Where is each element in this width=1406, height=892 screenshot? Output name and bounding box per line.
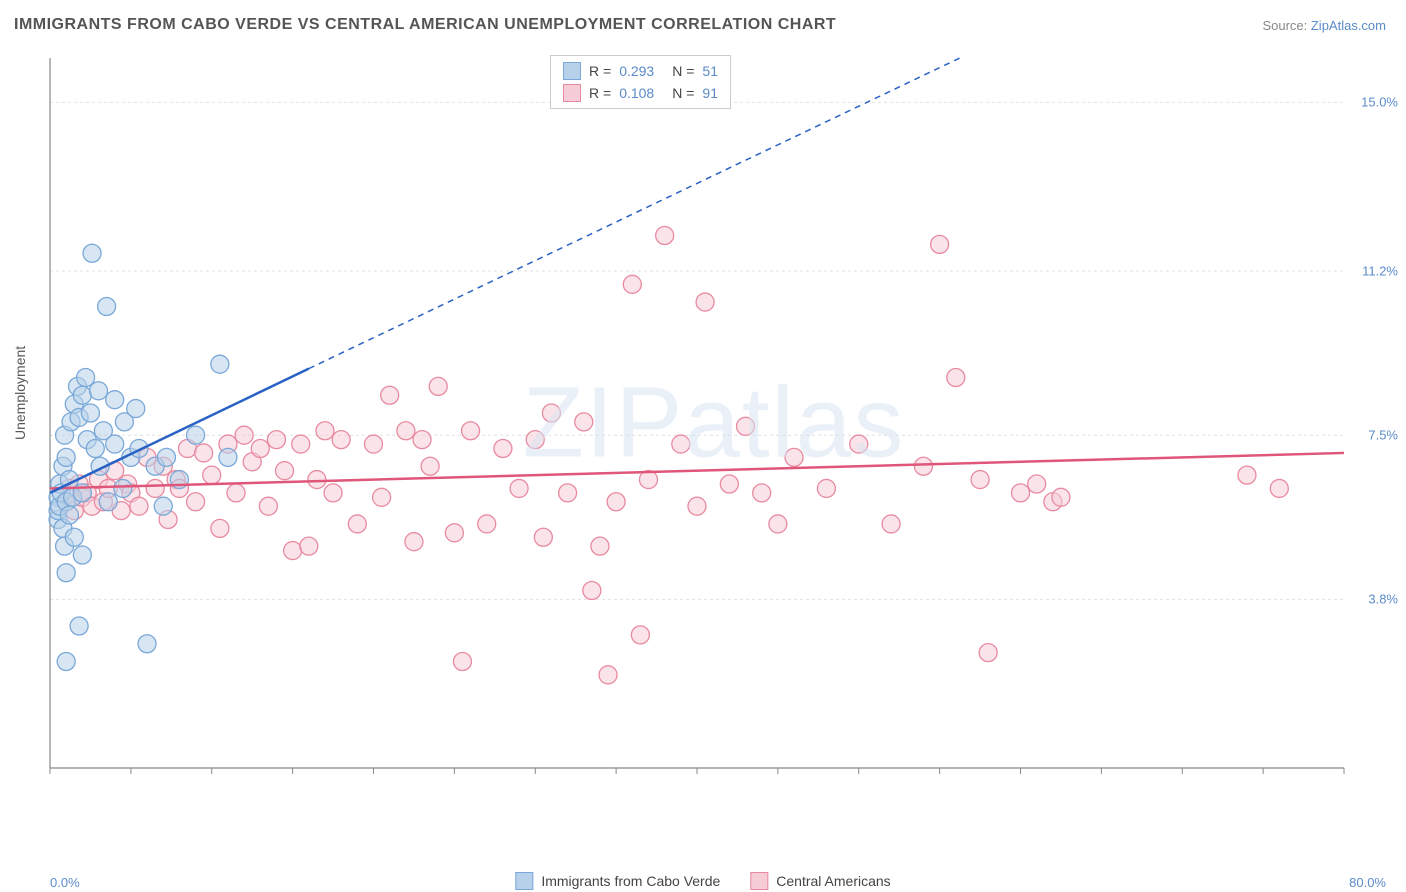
chart-title: IMMIGRANTS FROM CABO VERDE VS CENTRAL AM… bbox=[14, 16, 836, 34]
stats-row: R = 0.108 N = 91 bbox=[563, 82, 718, 104]
y-tick-label: 7.5% bbox=[1368, 428, 1398, 443]
swatch-icon bbox=[515, 872, 533, 890]
legend-item: Central Americans bbox=[750, 872, 890, 890]
y-tick-label: 15.0% bbox=[1361, 95, 1398, 110]
source-link[interactable]: ZipAtlas.com bbox=[1311, 18, 1386, 33]
source-attribution: Source: ZipAtlas.com bbox=[1262, 18, 1386, 33]
y-axis-label: Unemployment bbox=[12, 346, 28, 440]
stats-r-value: 0.108 bbox=[619, 85, 654, 101]
stats-n-value: 51 bbox=[702, 63, 718, 79]
legend-label: Central Americans bbox=[776, 873, 890, 889]
stats-r-value: 0.293 bbox=[619, 63, 654, 79]
legend: Immigrants from Cabo Verde Central Ameri… bbox=[515, 872, 890, 890]
swatch-icon bbox=[563, 84, 581, 102]
source-prefix: Source: bbox=[1262, 18, 1310, 33]
scatter-chart bbox=[44, 48, 1384, 798]
swatch-icon bbox=[750, 872, 768, 890]
stats-n-label: N = bbox=[672, 63, 694, 79]
x-axis-max-label: 80.0% bbox=[1349, 875, 1386, 890]
stats-n-value: 91 bbox=[702, 85, 718, 101]
correlation-stats-box: R = 0.293 N = 51 R = 0.108 N = 91 bbox=[550, 55, 731, 109]
y-tick-label: 3.8% bbox=[1368, 592, 1398, 607]
y-tick-label: 11.2% bbox=[1362, 264, 1398, 279]
plot-area: ZIPatlas bbox=[44, 48, 1384, 798]
x-axis-min-label: 0.0% bbox=[50, 875, 80, 890]
swatch-icon bbox=[563, 62, 581, 80]
stats-n-label: N = bbox=[672, 85, 694, 101]
legend-label: Immigrants from Cabo Verde bbox=[541, 873, 720, 889]
stats-r-label: R = bbox=[589, 63, 611, 79]
stats-r-label: R = bbox=[589, 85, 611, 101]
legend-item: Immigrants from Cabo Verde bbox=[515, 872, 720, 890]
stats-row: R = 0.293 N = 51 bbox=[563, 60, 718, 82]
